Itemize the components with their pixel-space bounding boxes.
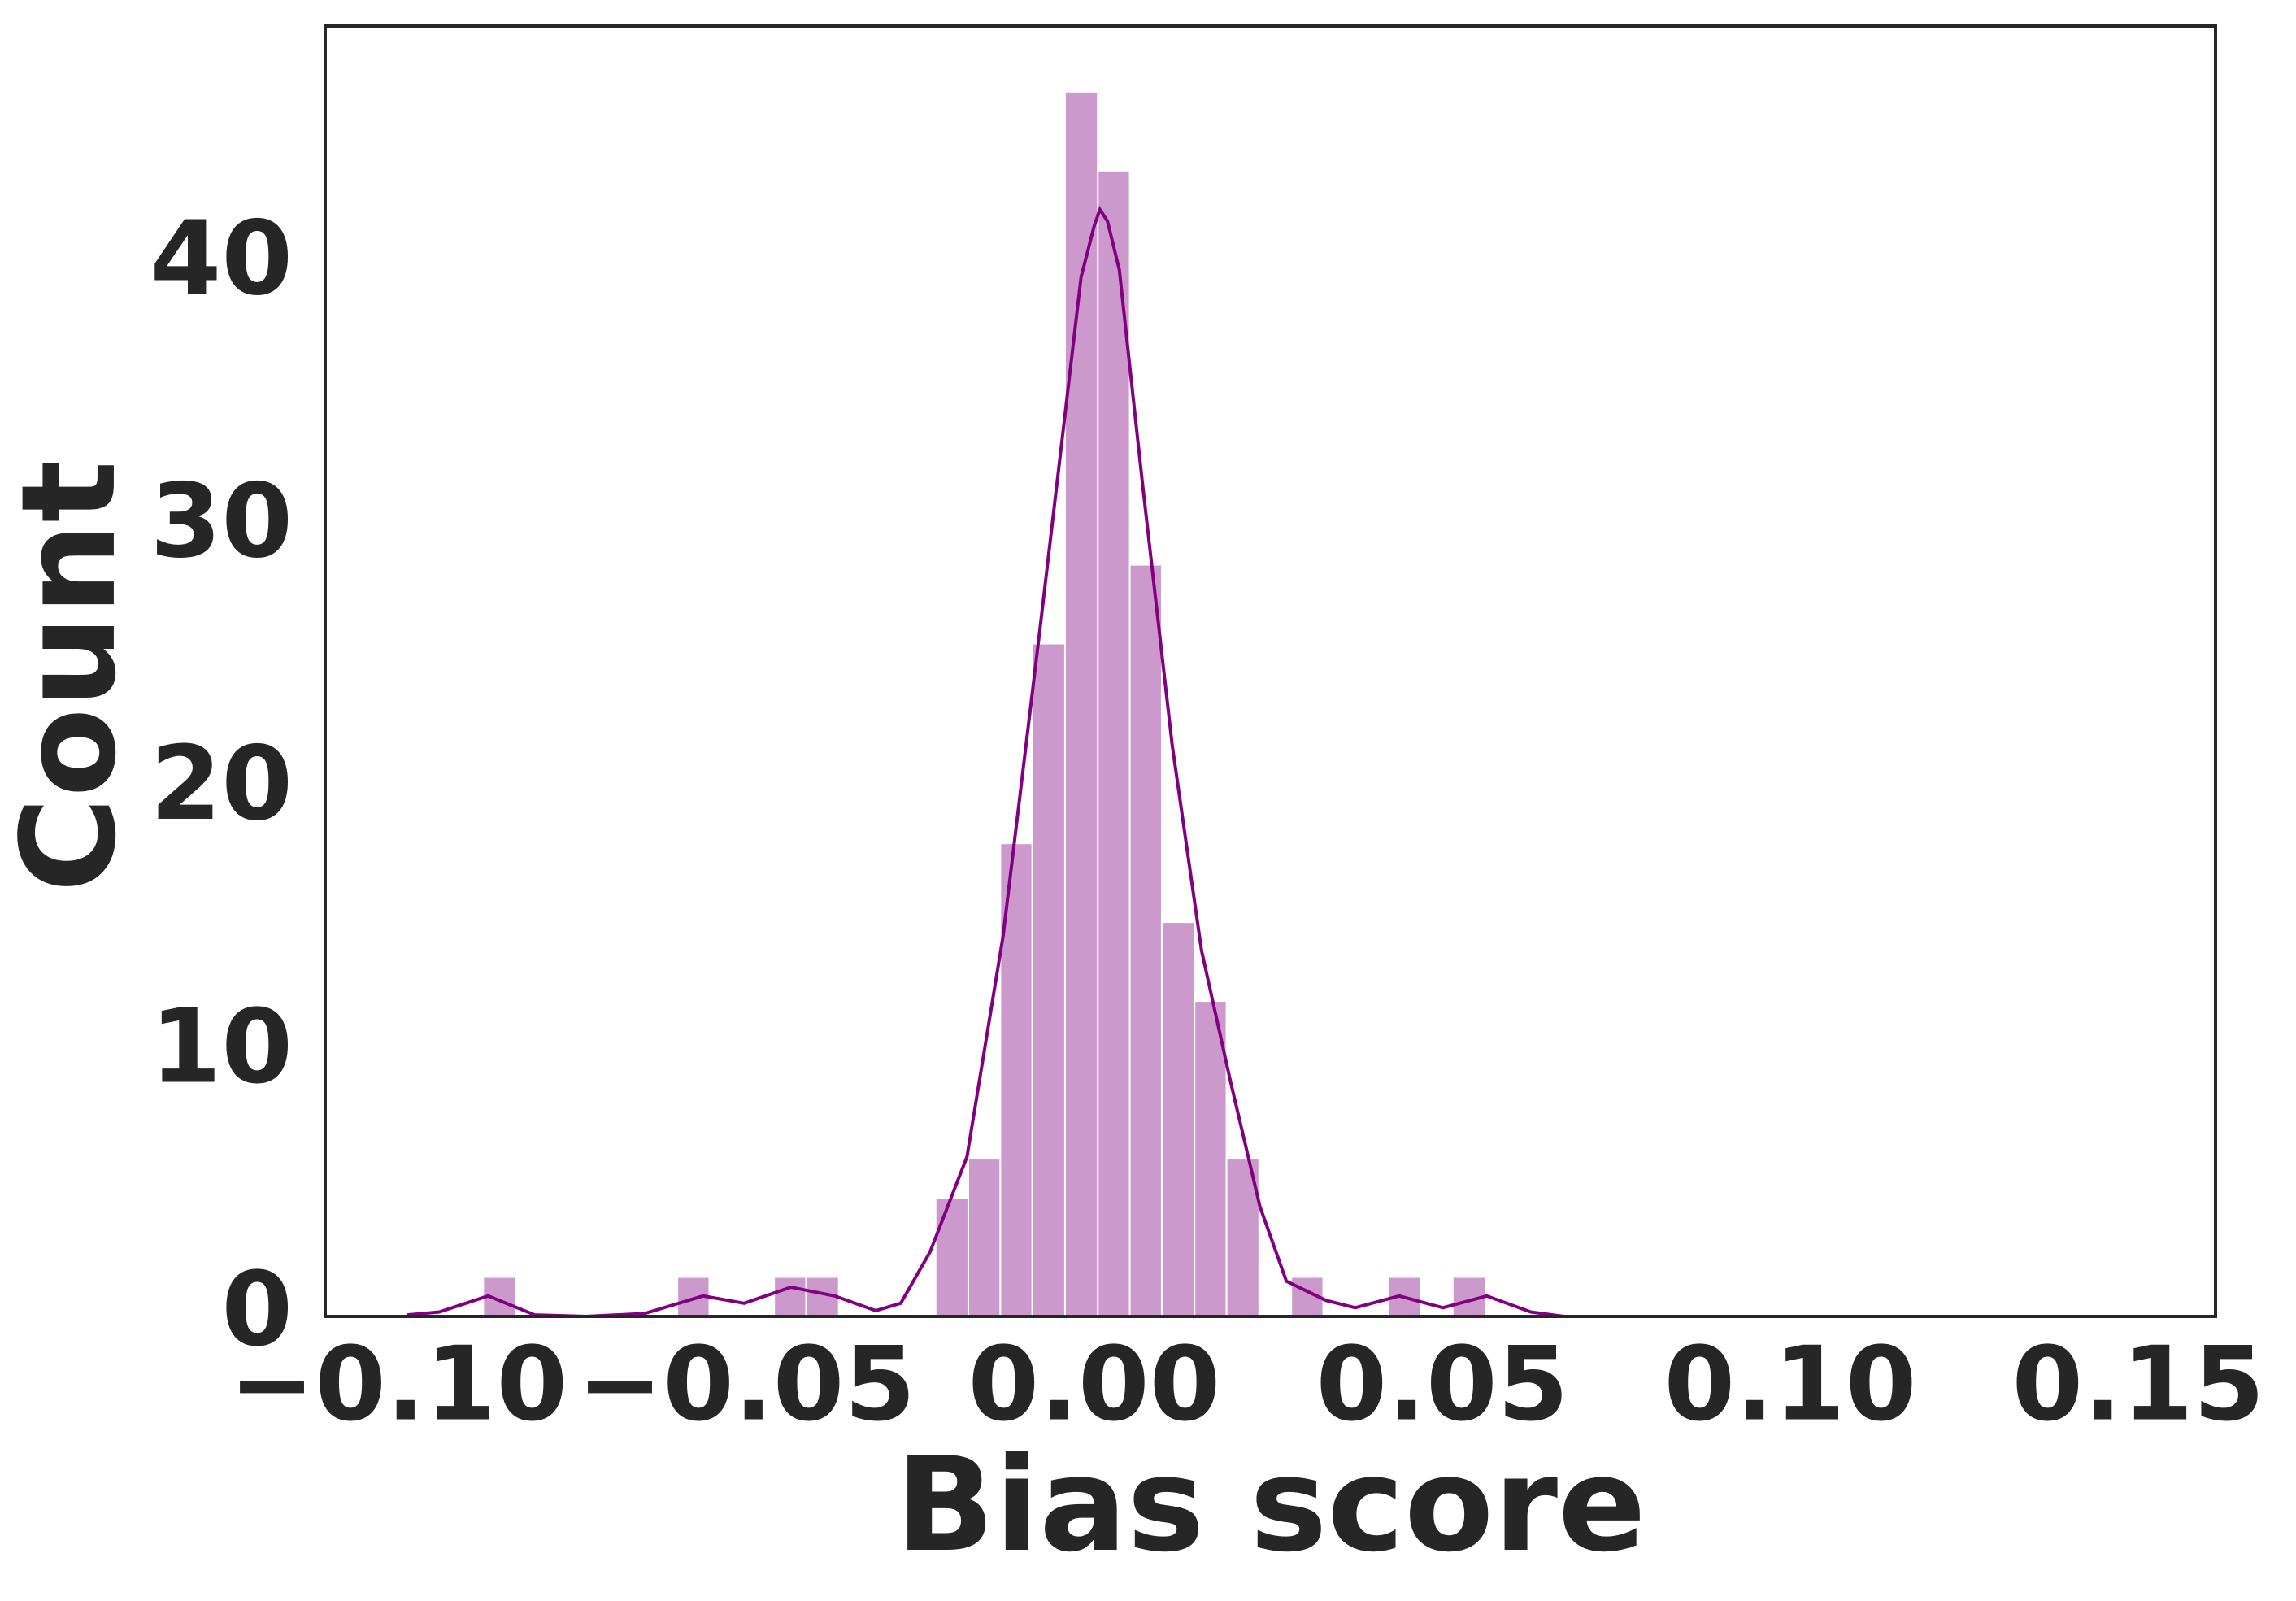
y-tick-label: 0 xyxy=(221,1250,293,1369)
x-tick-label: 0.05 xyxy=(1315,1325,1568,1444)
x-tick-label: −0.10 xyxy=(229,1325,567,1444)
bar xyxy=(934,1197,969,1317)
bar xyxy=(1031,642,1066,1317)
x-tick-label: −0.05 xyxy=(577,1325,915,1444)
bar xyxy=(1194,1000,1228,1318)
y-tick-label: 20 xyxy=(150,724,293,843)
y-tick-label: 10 xyxy=(150,986,293,1106)
kde-line xyxy=(407,206,1564,1319)
axes-frame xyxy=(324,24,2217,1318)
x-tick-label: 0.15 xyxy=(2012,1325,2265,1444)
plot-area xyxy=(407,90,1564,1319)
bar xyxy=(1128,563,1163,1317)
x-tick-label: 0.00 xyxy=(968,1325,1220,1444)
y-tick-label: 30 xyxy=(150,461,293,581)
x-tick-label: 0.10 xyxy=(1664,1325,1917,1444)
bar xyxy=(967,1158,1002,1317)
bar xyxy=(1097,169,1131,1317)
bar xyxy=(1451,1276,1487,1318)
bar xyxy=(1160,921,1196,1317)
y-axis-label: Count xyxy=(0,460,145,893)
x-axis-label: Bias score xyxy=(895,1429,1646,1581)
y-tick-label: 40 xyxy=(150,198,293,318)
bar xyxy=(773,1276,807,1318)
